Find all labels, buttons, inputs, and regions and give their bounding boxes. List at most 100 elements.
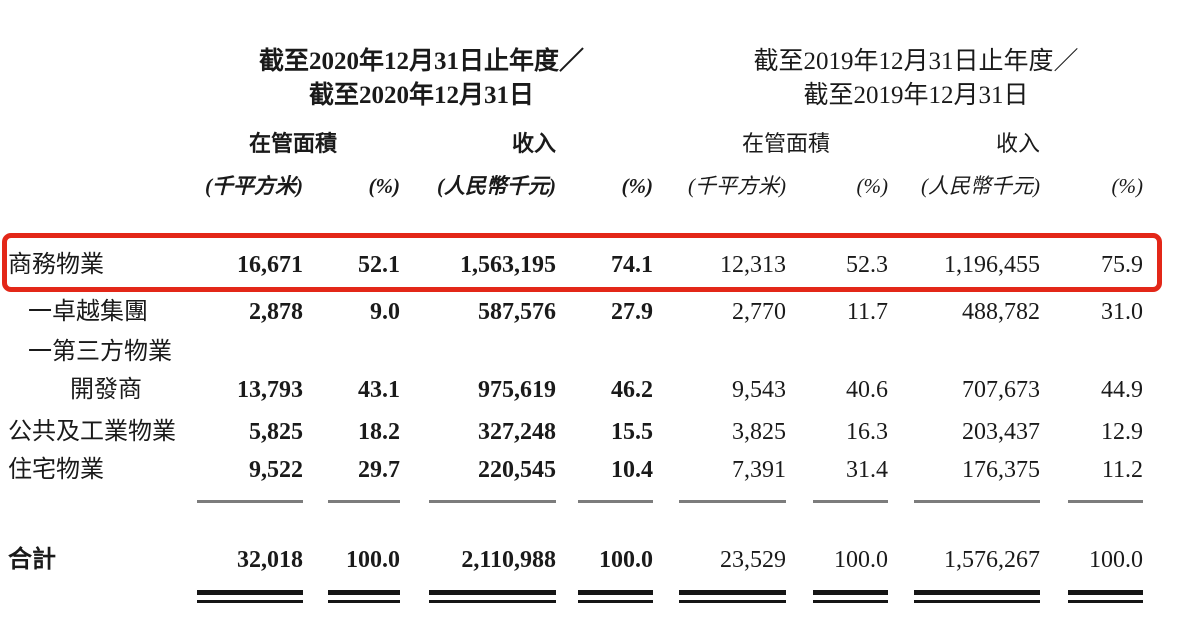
cell: 587,576 (478, 299, 556, 325)
spacer (8, 198, 1143, 239)
cell: 10.4 (611, 457, 654, 483)
cell: 100.0 (834, 547, 889, 573)
cell: 29.7 (358, 457, 400, 483)
column-double-rule (328, 590, 400, 603)
cell: 74.1 (611, 252, 654, 278)
unit-pct-2020-revenue: (%) (621, 174, 654, 198)
cell: 2,110,988 (461, 547, 556, 573)
cell: 12,313 (720, 252, 787, 278)
cell: 2,878 (249, 299, 303, 325)
row-label: 公共及工業物業 (8, 419, 176, 445)
column-double-rule (813, 590, 889, 603)
row-label: 開發商 (70, 377, 142, 403)
cell: 31.4 (846, 457, 889, 483)
cell: 11.7 (846, 299, 889, 325)
unit-revenue-2020: (人民幣千元) (437, 174, 556, 198)
column-rule (197, 500, 303, 503)
cell: 31.0 (1101, 299, 1144, 325)
cell (556, 325, 653, 365)
row-label: 商務物業 (8, 252, 104, 278)
col-header-revenue-2019: 收入 (996, 131, 1041, 156)
cell: 15.5 (611, 419, 654, 445)
cell: 7,391 (732, 457, 787, 483)
cell: 46.2 (611, 377, 654, 403)
cell: 203,437 (962, 419, 1041, 445)
cell: 18.2 (358, 419, 400, 445)
cell: 16.3 (846, 419, 889, 445)
table-row-public-industrial: 公共及工業物業 5,825 18.2 327,248 15.5 3,825 16… (8, 403, 1143, 445)
column-rule (914, 500, 1041, 503)
cell: 220,545 (478, 457, 556, 483)
cell: 27.9 (611, 299, 654, 325)
table-row-excellence-group: 一卓越集團 2,878 9.0 587,576 27.9 2,770 11.7 … (8, 278, 1143, 325)
row-label: 住宅物業 (8, 457, 104, 483)
table-row-residential: 住宅物業 9,522 29.7 220,545 10.4 7,391 31.4 … (8, 445, 1143, 483)
unit-pct-2019-revenue: (%) (1111, 174, 1144, 198)
period-2020-header-line1: 截至2020年12月31日止年度／ (259, 48, 585, 75)
header-spacer (8, 40, 190, 76)
cell: 100.0 (599, 547, 654, 573)
header-spacer (8, 110, 190, 156)
column-rule (578, 500, 654, 503)
cell: 11.2 (1101, 457, 1144, 483)
cell: 975,619 (478, 377, 556, 403)
cell: 2,770 (732, 299, 787, 325)
total-label: 合計 (8, 547, 56, 573)
cell: 13,793 (237, 377, 303, 403)
column-double-rule (578, 590, 654, 603)
column-rule (1068, 500, 1144, 503)
cell: 5,825 (249, 419, 303, 445)
cell: 75.9 (1101, 252, 1144, 278)
cell: 9,522 (249, 457, 303, 483)
cell: 9.0 (370, 299, 400, 325)
unit-pct-2019-area: (%) (856, 174, 889, 198)
column-rule (429, 500, 556, 503)
table-row-total: 合計 32,018 100.0 2,110,988 100.0 23,529 1… (8, 503, 1143, 573)
column-rule (679, 500, 787, 503)
cell: 16,671 (237, 252, 303, 278)
col-header-revenue-2020: 收入 (511, 131, 556, 156)
cell: 327,248 (478, 419, 556, 445)
column-double-rule (914, 590, 1041, 603)
cell: 1,196,455 (944, 252, 1041, 278)
cell: 1,576,267 (944, 547, 1041, 573)
unit-area-2019: (千平方米) (688, 174, 787, 198)
cell: 100.0 (1089, 547, 1144, 573)
cell: 32,018 (237, 547, 303, 573)
cell: 23,529 (720, 547, 787, 573)
cell: 43.1 (358, 377, 400, 403)
cell: 52.3 (846, 252, 889, 278)
column-double-rule (197, 590, 303, 603)
table-row-commercial: 商務物業 16,671 52.1 1,563,195 74.1 12,313 5… (8, 239, 1143, 278)
header-spacer (8, 76, 190, 110)
cell (888, 325, 1040, 365)
cell: 488,782 (962, 299, 1041, 325)
unit-pct-2020-area: (%) (368, 174, 400, 198)
cell (1040, 325, 1143, 365)
subtotal-rule-row (8, 483, 1144, 503)
period-2019-header-line1: 截至2019年12月31日止年度／ (753, 48, 1079, 75)
column-double-rule (429, 590, 556, 603)
cell: 3,825 (732, 419, 787, 445)
cell: 9,543 (732, 377, 787, 403)
column-rule (328, 500, 400, 503)
table-row-developers: 開發商 13,793 43.1 975,619 46.2 9,543 40.6 … (8, 365, 1143, 403)
header-spacer (8, 156, 190, 198)
cell (303, 325, 400, 365)
column-rule (813, 500, 889, 503)
total-rule-row (8, 573, 1144, 603)
row-label: 一卓越集團 (28, 299, 148, 325)
cell: 12.9 (1101, 419, 1144, 445)
cell (190, 325, 303, 365)
period-2020-header-line2: 截至2020年12月31日 (309, 82, 535, 109)
unit-revenue-2019: (人民幣千元) (921, 174, 1041, 198)
cell: 100.0 (346, 547, 400, 573)
cell (786, 325, 888, 365)
cell: 1,563,195 (460, 252, 556, 278)
table-row-third-party: 一第三方物業 (8, 325, 1143, 365)
cell (400, 325, 556, 365)
unit-area-2020: (千平方米) (205, 174, 303, 198)
cell: 40.6 (846, 377, 889, 403)
column-double-rule (1068, 590, 1144, 603)
cell: 52.1 (358, 252, 400, 278)
